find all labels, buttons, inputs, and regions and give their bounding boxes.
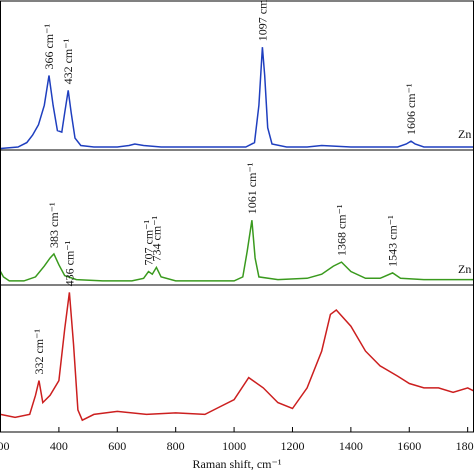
peak-label: 332 cm⁻¹ xyxy=(32,329,46,375)
x-tick-label: 800 xyxy=(167,439,185,453)
peak-label: 432 cm⁻¹ xyxy=(61,38,75,84)
peak-label: 1061 cm⁻¹ xyxy=(245,162,259,214)
peak-label: 1543 cm⁻¹ xyxy=(386,215,400,267)
panel-frame xyxy=(0,284,474,433)
x-tick-label: 1200 xyxy=(280,439,304,453)
peak-label: 1606 cm⁻¹ xyxy=(404,83,418,135)
peak-label: 383 cm⁻¹ xyxy=(47,202,61,248)
x-tick-label: 600 xyxy=(108,439,126,453)
sample-label: Zn xyxy=(458,127,471,141)
x-tick-label: 1600 xyxy=(397,439,421,453)
peak-label: 1368 cm⁻¹ xyxy=(335,204,349,256)
x-axis-title: Raman shift, cm⁻¹ xyxy=(193,457,282,471)
x-tick-label: 400 xyxy=(50,439,68,453)
sample-label: Zn xyxy=(458,262,471,276)
peak-label: 734 cm⁻¹ xyxy=(149,215,163,261)
peak-label: 707 cm⁻¹ xyxy=(142,220,156,266)
peak-label: 436 cm⁻¹ xyxy=(62,240,76,286)
spectrum-line xyxy=(0,47,474,150)
x-tick-label: 1400 xyxy=(339,439,363,453)
x-tick-label: 1800 xyxy=(456,439,474,453)
spectrum-line xyxy=(0,220,474,282)
x-tick-label: 200 xyxy=(0,439,10,453)
peak-label: 366 cm⁻¹ xyxy=(42,24,56,70)
peak-label: 1097 cm⁻¹ xyxy=(255,0,269,41)
spectrum-line xyxy=(0,292,474,422)
x-tick-label: 1000 xyxy=(222,439,246,453)
